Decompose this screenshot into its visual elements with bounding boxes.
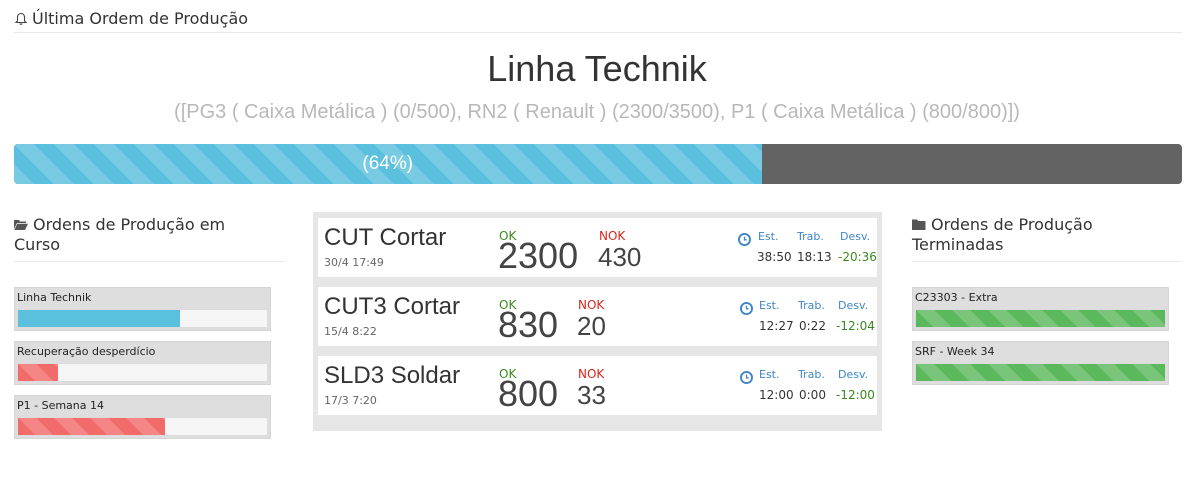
est-header: Est. <box>758 230 779 243</box>
trab-header: Trab. <box>798 368 825 381</box>
operation-name: SLD3 Soldar <box>324 362 461 389</box>
in-progress-title-text: Ordens de Produção em Curso <box>14 215 226 254</box>
nok-label: NOK <box>578 367 605 381</box>
operation-name: CUT Cortar <box>324 224 447 251</box>
finished-order[interactable]: C23303 - Extra <box>912 287 1169 331</box>
ok-count: 830 <box>498 304 559 345</box>
nok-label: NOK <box>578 298 605 312</box>
finished-divider <box>912 261 1182 262</box>
page-header: Última Ordem de Produção <box>14 5 1182 33</box>
ok-count: 2300 <box>498 235 579 276</box>
order-progress-fill <box>18 310 180 327</box>
ok-count: 800 <box>498 373 559 414</box>
desv-value: -12:00 <box>836 388 875 402</box>
clock-icon <box>738 233 751 246</box>
finished-title-text: Ordens de Produção Terminadas <box>912 215 1093 254</box>
order-progress-track <box>17 363 268 382</box>
in-progress-order[interactable]: Recuperação desperdício <box>14 341 271 385</box>
line-progress-label: (64%) <box>362 153 414 174</box>
operation-date: 17/3 7:20 <box>324 394 377 407</box>
nok-count: 430 <box>598 242 642 272</box>
line-progress-bar: (64%) <box>14 144 1182 184</box>
desv-header: Desv. <box>840 230 871 243</box>
nok-count: 20 <box>577 311 606 341</box>
bell-icon <box>14 12 28 25</box>
order-progress-track <box>915 309 1166 328</box>
finished-title: Ordens de Produção Terminadas <box>912 215 1182 255</box>
order-progress-track <box>915 363 1166 382</box>
operation-date: 30/4 17:49 <box>324 256 384 269</box>
line-progress-fill <box>14 144 762 184</box>
desv-header: Desv. <box>838 368 869 381</box>
est-value: 38:50 <box>757 250 792 264</box>
est-value: 12:27 <box>759 319 794 333</box>
line-name: Linha Technik <box>487 48 707 89</box>
clock-icon <box>740 302 753 315</box>
ok-label: OK <box>499 229 517 243</box>
operation-date: 15/4 8:22 <box>324 325 377 338</box>
trab-value: 18:13 <box>797 250 832 264</box>
desv-value: -12:04 <box>836 319 875 333</box>
order-progress-fill <box>916 310 1165 327</box>
order-label: Recuperação desperdício <box>17 345 156 358</box>
order-label: P1 - Semana 14 <box>17 399 105 412</box>
est-header: Est. <box>759 368 780 381</box>
ok-label: OK <box>499 298 517 312</box>
nok-count: 33 <box>577 380 606 410</box>
est-value: 12:00 <box>759 388 794 402</box>
trab-header: Trab. <box>798 299 825 312</box>
finished-order[interactable]: SRF - Week 34 <box>912 341 1169 385</box>
desv-value: -20:36 <box>838 250 877 264</box>
est-header: Est. <box>759 299 780 312</box>
operation-name: CUT3 Cortar <box>324 293 461 320</box>
clock-icon <box>740 371 753 384</box>
operation-card[interactable]: CUT Cortar 30/4 17:49 OK 2300 NOK 430 Es… <box>318 218 877 277</box>
trab-header: Trab. <box>797 230 824 243</box>
order-label: SRF - Week 34 <box>915 345 995 358</box>
in-progress-order[interactable]: P1 - Semana 14 <box>14 395 271 439</box>
operations-panel: CUT Cortar 30/4 17:49 OK 2300 NOK 430 Es… <box>313 212 882 431</box>
order-progress-fill <box>18 364 58 381</box>
in-progress-divider <box>14 261 284 262</box>
desv-header: Desv. <box>838 299 869 312</box>
order-progress-fill <box>916 364 1165 381</box>
operation-card[interactable]: CUT3 Cortar 15/4 8:22 OK 830 NOK 20 Est.… <box>318 287 877 346</box>
order-progress-track <box>17 309 268 328</box>
order-label: C23303 - Extra <box>915 291 998 304</box>
page-title: Última Ordem de Produção <box>32 9 249 28</box>
folder-icon <box>912 219 926 230</box>
trab-value: 0:22 <box>799 319 826 333</box>
nok-label: NOK <box>599 229 626 243</box>
operation-card[interactable]: SLD3 Soldar 17/3 7:20 OK 800 NOK 33 Est.… <box>318 356 877 415</box>
order-progress-fill <box>18 418 165 435</box>
order-progress-track <box>17 417 268 436</box>
line-orders-summary: ([PG3 ( Caixa Metálica ) (0/500), RN2 ( … <box>174 101 1020 123</box>
in-progress-order[interactable]: Linha Technik <box>14 287 271 331</box>
trab-value: 0:00 <box>799 388 826 402</box>
in-progress-title: Ordens de Produção em Curso <box>14 215 274 255</box>
order-label: Linha Technik <box>17 291 92 304</box>
ok-label: OK <box>499 367 517 381</box>
folder-open-icon <box>14 220 28 230</box>
